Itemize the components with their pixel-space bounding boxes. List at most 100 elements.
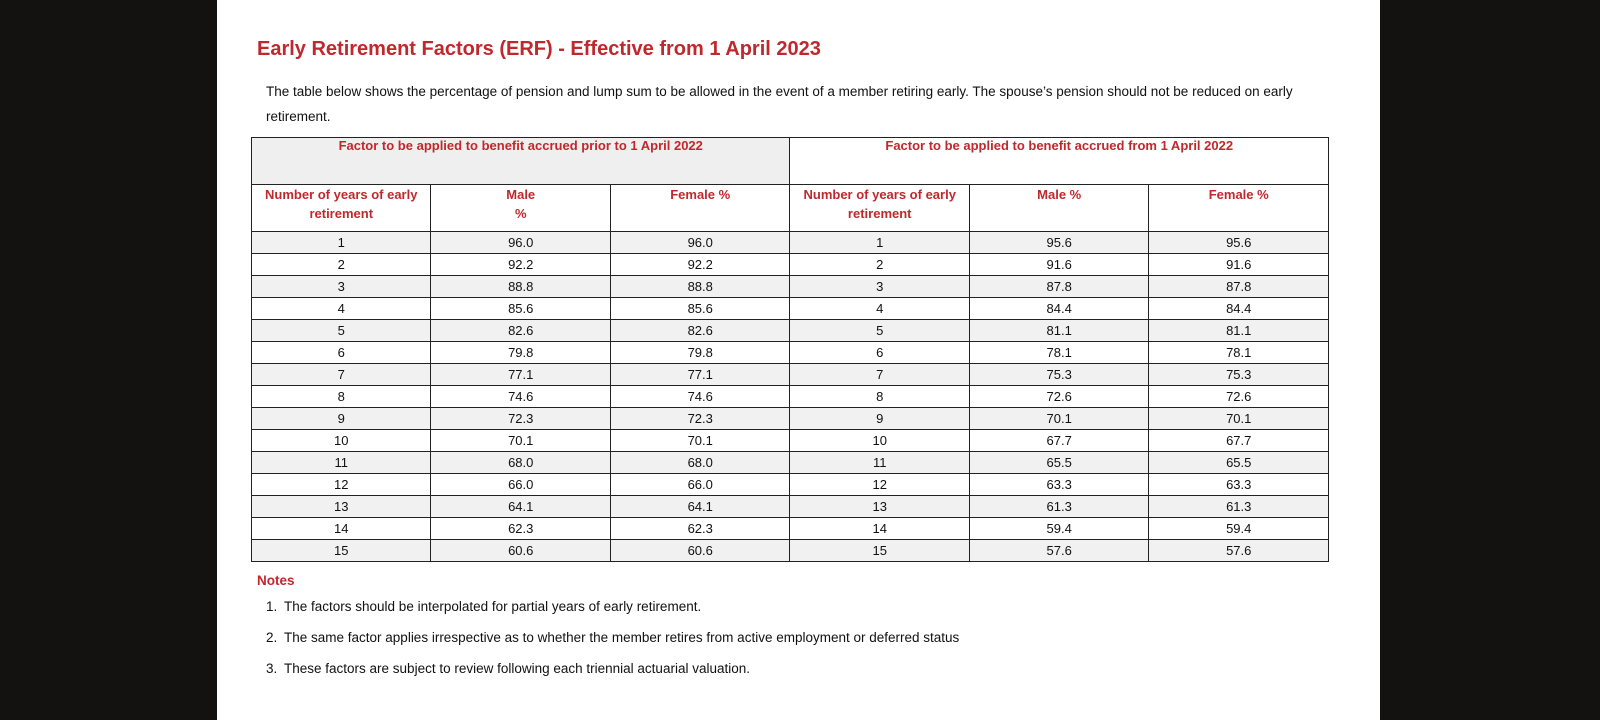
table-row: 5 82.6 82.6 5 81.1 81.1	[250, 319, 1329, 342]
cell-years-from: 10	[789, 429, 970, 452]
erf-table: Factor to be applied to benefit accrued …	[250, 137, 1329, 562]
cell-years-prior: 11	[250, 451, 432, 474]
cell-years-from: 9	[789, 407, 970, 430]
col-header-years-prior: Number of years of early retirement	[250, 184, 432, 232]
cell-years-from: 2	[789, 253, 970, 276]
note-number: 2.	[266, 630, 278, 645]
cell-male-prior: 82.6	[430, 319, 611, 342]
table-row: 1 96.0 96.0 1 95.6 95.6	[250, 231, 1329, 254]
note-text: These factors are subject to review foll…	[284, 661, 750, 676]
cell-years-prior: 12	[250, 473, 432, 496]
cell-female-from: 95.6	[1148, 231, 1329, 254]
cell-years-from: 5	[789, 319, 970, 342]
notes-heading: Notes	[257, 573, 295, 588]
cell-female-prior: 74.6	[609, 385, 791, 408]
cell-male-prior: 66.0	[430, 473, 611, 496]
cell-male-from: 61.3	[968, 495, 1150, 518]
cell-male-prior: 62.3	[430, 517, 611, 540]
cell-years-from: 12	[789, 473, 970, 496]
table-row: 15 60.6 60.6 15 57.6 57.6	[250, 539, 1329, 562]
note-number: 1.	[266, 599, 278, 614]
note-item: 3. These factors are subject to review fo…	[266, 662, 959, 693]
cell-years-prior: 2	[250, 253, 432, 276]
cell-male-from: 75.3	[968, 363, 1150, 386]
cell-female-prior: 79.8	[609, 341, 791, 364]
cell-female-prior: 66.0	[609, 473, 791, 496]
cell-female-from: 72.6	[1148, 385, 1329, 408]
note-text: The factors should be interpolated for p…	[284, 599, 702, 614]
cell-male-from: 57.6	[968, 539, 1150, 562]
col-header-female-prior: Female %	[609, 184, 791, 232]
cell-female-from: 70.1	[1148, 407, 1329, 430]
cell-male-from: 72.6	[968, 385, 1150, 408]
cell-female-prior: 92.2	[609, 253, 791, 276]
cell-male-from: 78.1	[968, 341, 1150, 364]
cell-male-from: 87.8	[968, 275, 1150, 298]
cell-years-from: 3	[789, 275, 970, 298]
cell-male-from: 63.3	[968, 473, 1150, 496]
group-header-prior: Factor to be applied to benefit accrued …	[250, 137, 791, 185]
cell-years-from: 15	[789, 539, 970, 562]
cell-female-prior: 82.6	[609, 319, 791, 342]
cell-female-from: 67.7	[1148, 429, 1329, 452]
cell-years-prior: 4	[250, 297, 432, 320]
cell-female-prior: 60.6	[609, 539, 791, 562]
cell-male-prior: 64.1	[430, 495, 611, 518]
cell-years-from: 7	[789, 363, 970, 386]
cell-years-prior: 7	[250, 363, 432, 386]
cell-male-prior: 74.6	[430, 385, 611, 408]
cell-female-prior: 68.0	[609, 451, 791, 474]
cell-female-from: 91.6	[1148, 253, 1329, 276]
cell-male-from: 84.4	[968, 297, 1150, 320]
cell-female-prior: 88.8	[609, 275, 791, 298]
col-header-male-label: Male	[506, 187, 536, 202]
col-header-male-unit: %	[514, 206, 527, 221]
table-row: 6 79.8 79.8 6 78.1 78.1	[250, 341, 1329, 364]
cell-female-from: 65.5	[1148, 451, 1329, 474]
table-row: 13 64.1 64.1 13 61.3 61.3	[250, 495, 1329, 518]
cell-female-prior: 64.1	[609, 495, 791, 518]
cell-male-prior: 92.2	[430, 253, 611, 276]
erf-table-body: 1 96.0 96.0 1 95.6 95.6 2 92.2 92.2 2 91.6 91.6 3 88.…	[250, 231, 1329, 562]
cell-female-prior: 70.1	[609, 429, 791, 452]
cell-male-prior: 70.1	[430, 429, 611, 452]
cell-female-from: 84.4	[1148, 297, 1329, 320]
cell-male-from: 59.4	[968, 517, 1150, 540]
cell-male-from: 67.7	[968, 429, 1150, 452]
cell-years-from: 6	[789, 341, 970, 364]
cell-female-from: 61.3	[1148, 495, 1329, 518]
cell-female-prior: 72.3	[609, 407, 791, 430]
cell-female-from: 81.1	[1148, 319, 1329, 342]
col-header-male-from: Male %	[968, 184, 1150, 232]
cell-male-prior: 88.8	[430, 275, 611, 298]
cell-female-from: 87.8	[1148, 275, 1329, 298]
cell-years-from: 13	[789, 495, 970, 518]
table-row: 11 68.0 68.0 11 65.5 65.5	[250, 451, 1329, 474]
col-header-female-from: Female %	[1148, 184, 1329, 232]
cell-female-from: 78.1	[1148, 341, 1329, 364]
table-row: 3 88.8 88.8 3 87.8 87.8	[250, 275, 1329, 298]
table-row: 7 77.1 77.1 7 75.3 75.3	[250, 363, 1329, 386]
cell-years-from: 1	[789, 231, 970, 254]
table-row: 10 70.1 70.1 10 67.7 67.7	[250, 429, 1329, 452]
cell-male-prior: 68.0	[430, 451, 611, 474]
table-row: 14 62.3 62.3 14 59.4 59.4	[250, 517, 1329, 540]
cell-female-prior: 77.1	[609, 363, 791, 386]
cell-years-prior: 8	[250, 385, 432, 408]
col-header-male-prior: Male %	[430, 184, 611, 232]
document-page: Early Retirement Factors (ERF) - Effecti…	[217, 0, 1380, 720]
cell-male-from: 70.1	[968, 407, 1150, 430]
cell-male-prior: 79.8	[430, 341, 611, 364]
notes-list: 1. The factors should be interpolated for…	[266, 600, 959, 693]
cell-male-from: 81.1	[968, 319, 1150, 342]
cell-years-from: 11	[789, 451, 970, 474]
cell-years-prior: 10	[250, 429, 432, 452]
table-row: 9 72.3 72.3 9 70.1 70.1	[250, 407, 1329, 430]
cell-male-from: 91.6	[968, 253, 1150, 276]
cell-female-from: 59.4	[1148, 517, 1329, 540]
cell-female-from: 75.3	[1148, 363, 1329, 386]
cell-years-prior: 3	[250, 275, 432, 298]
note-number: 3.	[266, 661, 278, 676]
cell-years-from: 14	[789, 517, 970, 540]
table-row: 4 85.6 85.6 4 84.4 84.4	[250, 297, 1329, 320]
